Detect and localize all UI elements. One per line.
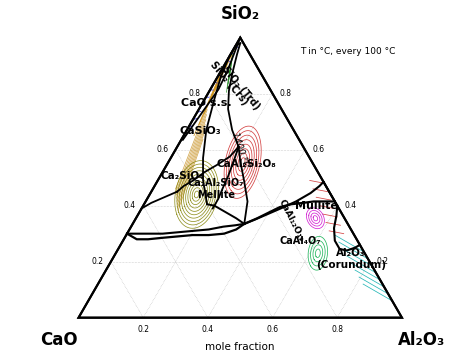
Text: CaSiO₃: CaSiO₃ xyxy=(180,126,221,136)
Text: Ca₂SiO₄: Ca₂SiO₄ xyxy=(161,171,204,181)
Text: 0.8: 0.8 xyxy=(189,89,201,98)
Text: 0.4: 0.4 xyxy=(345,201,356,210)
Text: Mullite: Mullite xyxy=(295,201,337,211)
Text: 0.4: 0.4 xyxy=(124,201,136,210)
Text: CaAl₄O₇: CaAl₄O₇ xyxy=(279,236,321,246)
Text: Al₂O₃
(Corundum): Al₂O₃ (Corundum) xyxy=(316,248,386,270)
Text: 0.2: 0.2 xyxy=(377,257,389,266)
Text: 0.8: 0.8 xyxy=(331,325,343,334)
Text: SiO₂ (Trd): SiO₂ (Trd) xyxy=(220,65,262,111)
Text: CaO s.s.: CaO s.s. xyxy=(182,98,232,108)
Text: 0.6: 0.6 xyxy=(266,325,279,334)
Text: mole fraction: mole fraction xyxy=(206,342,275,352)
Text: SiO₂ (Crs): SiO₂ (Crs) xyxy=(209,60,250,107)
Text: SiO₂: SiO₂ xyxy=(221,5,260,23)
Text: 0.6: 0.6 xyxy=(156,145,168,154)
Text: CaAl₂Si₂O₈: CaAl₂Si₂O₈ xyxy=(217,159,276,169)
Text: 0.2: 0.2 xyxy=(92,257,104,266)
Text: 0.4: 0.4 xyxy=(202,325,214,334)
Text: T in °C, every 100 °C: T in °C, every 100 °C xyxy=(300,47,395,56)
Text: Ca₂Al₂SiO₇
Mellite: Ca₂Al₂SiO₇ Mellite xyxy=(188,178,244,200)
Text: 0.2: 0.2 xyxy=(137,325,149,334)
Text: 0.8: 0.8 xyxy=(280,89,292,98)
Text: 1400 °C: 1400 °C xyxy=(230,131,250,169)
Text: Al₂O₃: Al₂O₃ xyxy=(398,331,445,349)
Text: CaAl₁₂O₁₉: CaAl₁₂O₁₉ xyxy=(276,198,306,244)
Text: 0.6: 0.6 xyxy=(312,145,324,154)
Text: CaO: CaO xyxy=(40,331,78,349)
